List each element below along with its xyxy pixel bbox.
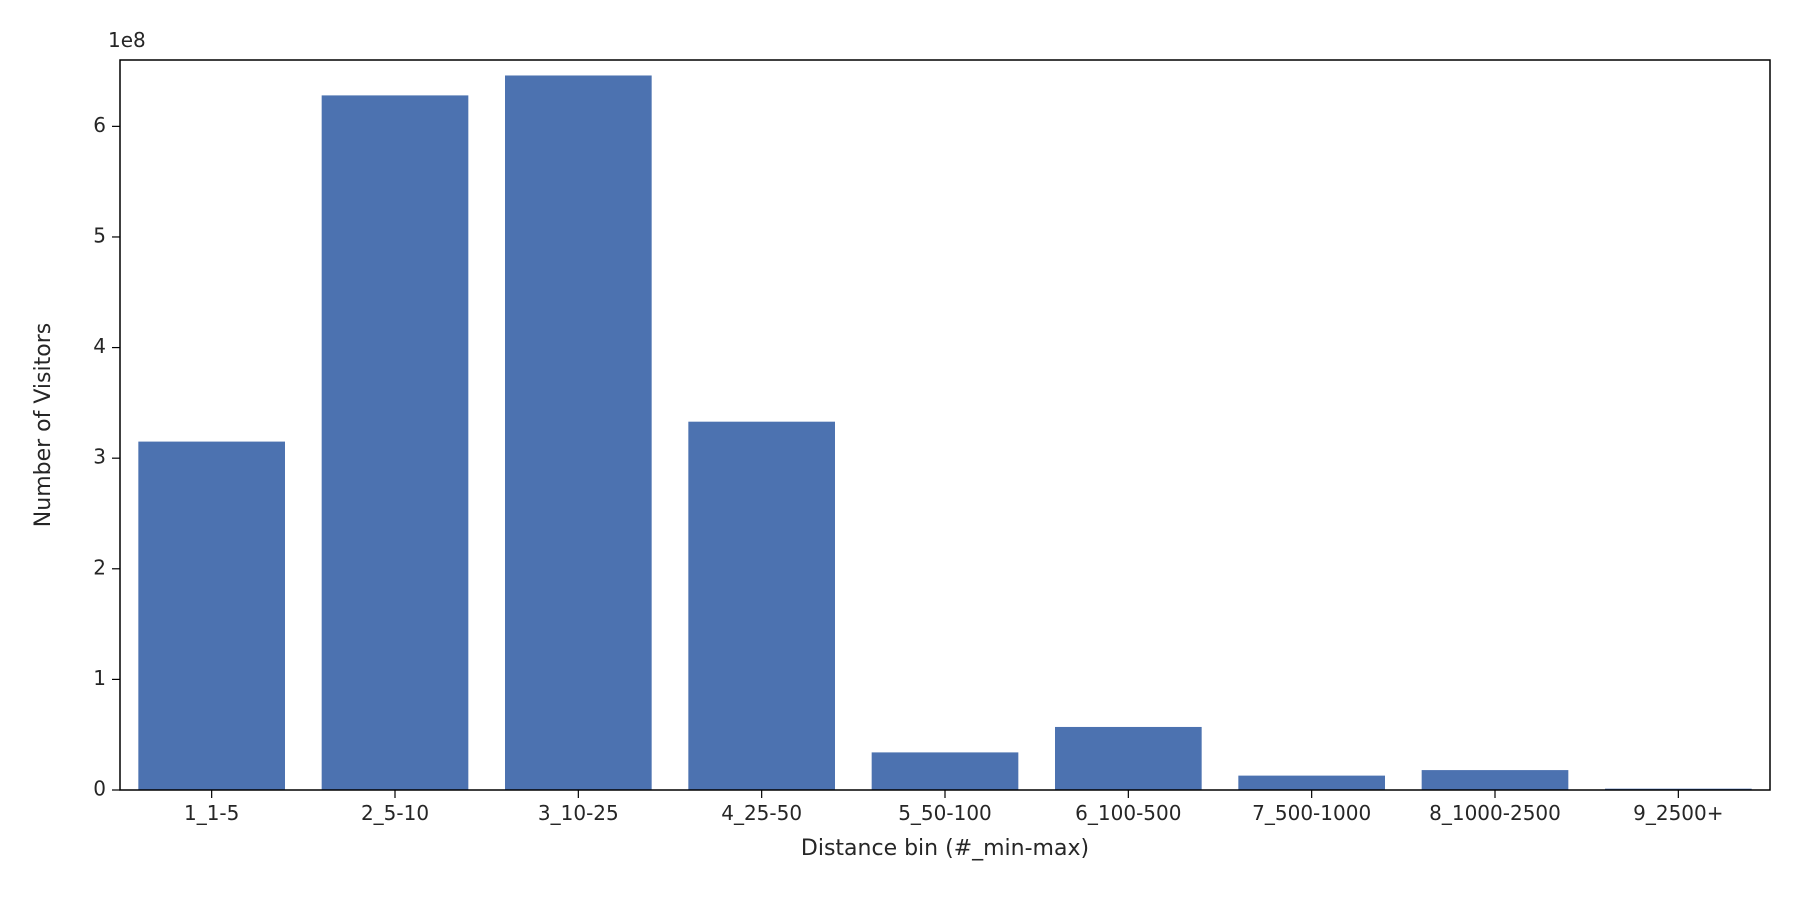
y-tick-label: 5	[93, 223, 106, 247]
bar	[1238, 776, 1385, 790]
y-tick-label: 2	[93, 555, 106, 579]
y-tick-label: 1	[93, 666, 106, 690]
y-tick-label: 4	[93, 334, 106, 358]
x-tick-label: 8_1000-2500	[1429, 801, 1561, 825]
chart-canvas: 0 1 2 3 4 5 6 1_1-5 2_5-10 3_10-25 4_25-50 5_50-100…	[0, 0, 1800, 900]
bar	[505, 75, 652, 790]
bar	[872, 752, 1019, 790]
bar	[688, 422, 835, 790]
x-tick-label: 2_5-10	[361, 801, 429, 825]
x-axis-label: Distance bin (#_min-max)	[801, 836, 1089, 861]
y-tick-label: 3	[93, 445, 106, 469]
x-tick-label: 4_25-50	[721, 801, 802, 825]
bar	[138, 442, 285, 790]
y-exponent-label: 1e8	[108, 28, 146, 52]
x-tick-label: 3_10-25	[538, 801, 619, 825]
y-tick-label: 6	[93, 113, 106, 137]
x-tick-label: 1_1-5	[184, 801, 239, 825]
y-axis-label: Number of Visitors	[31, 323, 56, 527]
y-tick-label: 0	[93, 777, 106, 801]
x-tick-label: 9_2500+	[1633, 801, 1723, 825]
bar	[1422, 770, 1569, 790]
x-tick-label: 7_500-1000	[1252, 801, 1371, 825]
bar	[322, 95, 469, 790]
bar	[1055, 727, 1202, 790]
bar-chart: 1e8 0 1 2 3 4 5 6 1_1-5 2_5-10 3_10-25 4_25-50 5_50…	[0, 0, 1800, 900]
x-tick-label: 5_50-100	[898, 801, 992, 825]
x-tick-label: 6_100-500	[1075, 801, 1181, 825]
